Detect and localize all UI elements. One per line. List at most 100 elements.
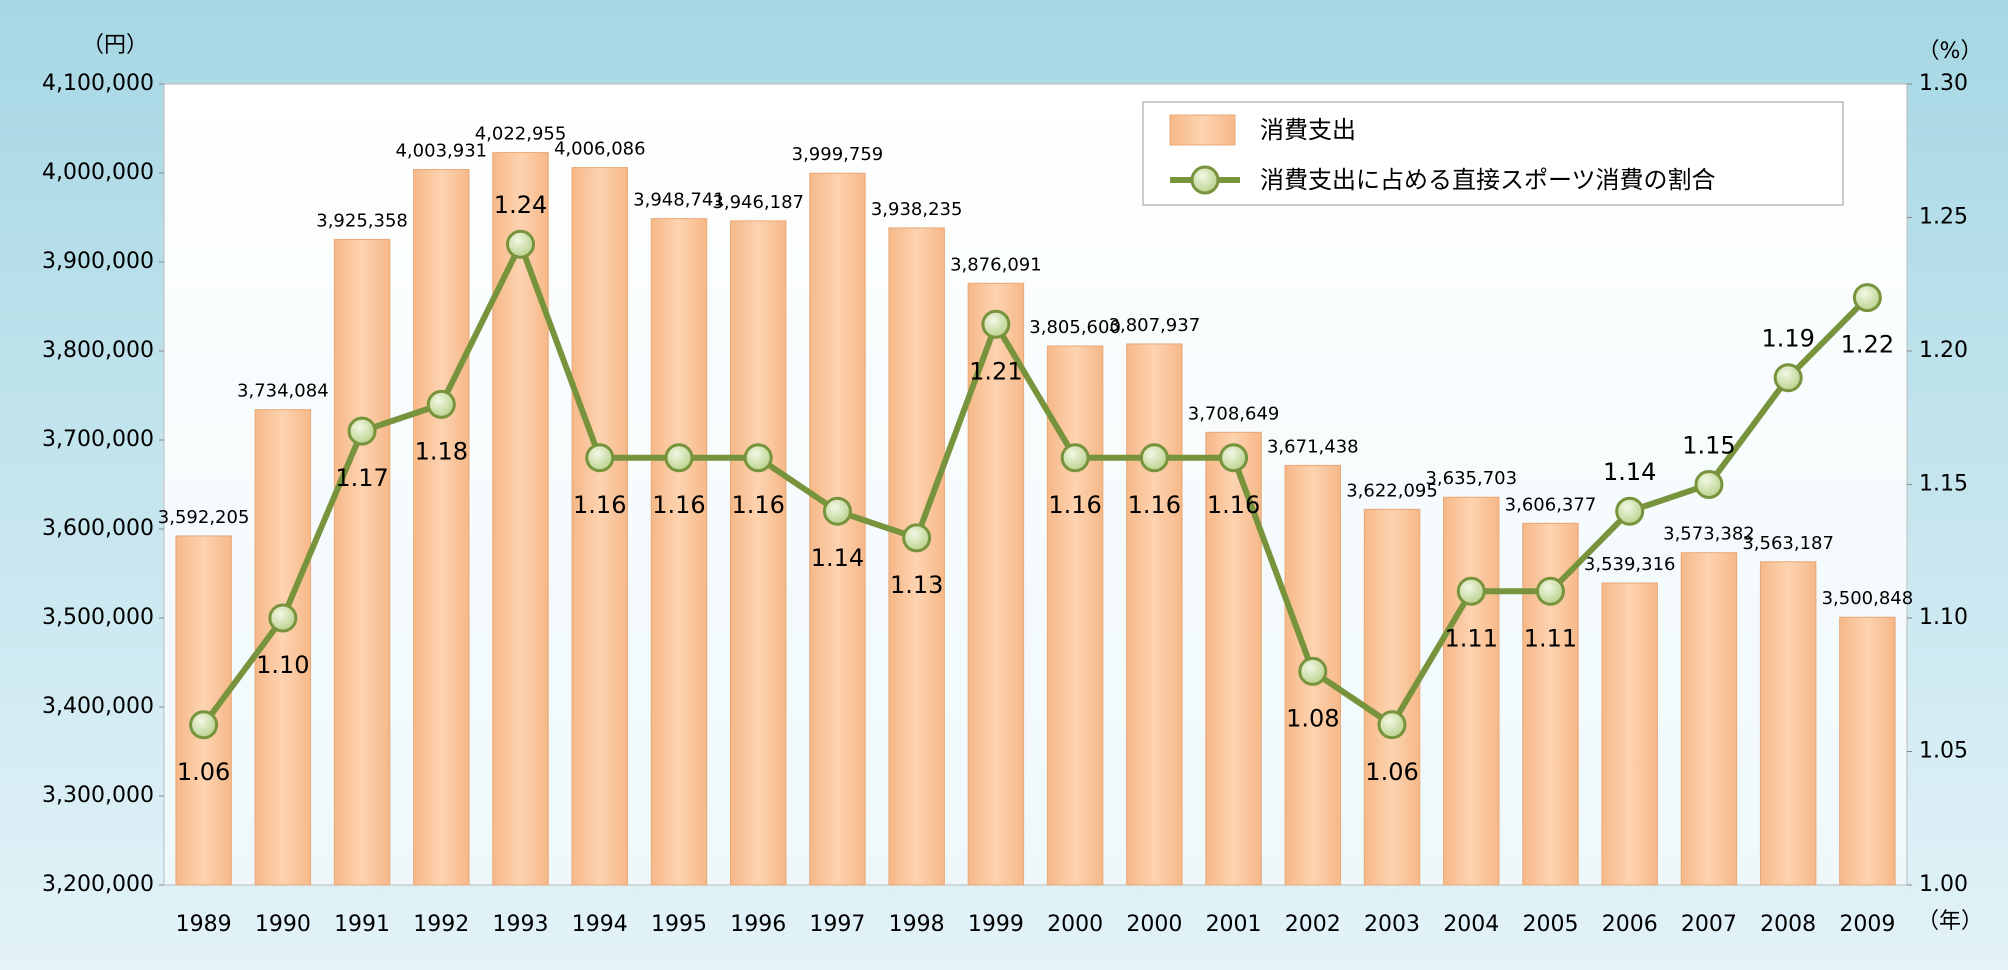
y2-tick-label: 1.00 — [1919, 872, 1968, 897]
bar-value-label: 3,606,377 — [1505, 494, 1597, 515]
line-value-label: 1.11 — [1445, 624, 1498, 652]
line-value-label: 1.18 — [415, 437, 468, 465]
bar-value-label: 3,708,649 — [1188, 403, 1280, 424]
y-tick-label: 3,400,000 — [42, 694, 154, 719]
line-value-label: 1.16 — [1207, 491, 1260, 519]
bar — [413, 169, 470, 886]
bar-value-label: 3,563,187 — [1742, 533, 1834, 554]
line-value-label: 1.21 — [969, 357, 1022, 385]
x-tick-label: 1996 — [730, 912, 786, 937]
bar — [1601, 582, 1658, 886]
line-value-label: 1.15 — [1682, 432, 1735, 460]
line-value-label: 1.16 — [731, 491, 784, 519]
line-marker — [1060, 443, 1090, 473]
bar-value-label: 3,946,187 — [712, 192, 804, 213]
legend-label: 消費支出に占める直接スポーツ消費の割合 — [1260, 166, 1716, 194]
y2-tick-label: 1.15 — [1919, 472, 1968, 497]
bar-value-label: 3,999,759 — [792, 144, 884, 165]
y2-tick-label: 1.25 — [1919, 205, 1968, 230]
line-marker — [743, 443, 773, 473]
line-value-label: 1.16 — [652, 491, 705, 519]
line-value-label: 1.14 — [1603, 458, 1656, 486]
x-tick-label: 1997 — [809, 912, 865, 937]
line-value-label: 1.13 — [890, 571, 943, 599]
x-tick-label: 2002 — [1285, 912, 1341, 937]
x-tick-label: 2003 — [1364, 912, 1420, 937]
bar — [333, 238, 391, 886]
bar-value-label: 3,938,235 — [871, 199, 963, 220]
bar — [1839, 616, 1896, 886]
x-tick-label: 2001 — [1206, 912, 1262, 937]
y2-tick-label: 1.05 — [1919, 739, 1968, 764]
x-tick-label: 1998 — [889, 912, 945, 937]
x-tick-label: 2006 — [1602, 912, 1658, 937]
bar — [571, 167, 628, 886]
line-value-label: 1.10 — [256, 651, 309, 679]
legend-label: 消費支出 — [1260, 116, 1356, 144]
x-tick-label: 2004 — [1443, 912, 1499, 937]
y-tick-label: 3,800,000 — [42, 338, 154, 363]
bar-value-label: 3,500,848 — [1822, 588, 1914, 609]
bar — [888, 227, 945, 886]
bar-value-label: 3,876,091 — [950, 254, 1042, 275]
bar — [1126, 343, 1183, 886]
bar-value-label: 3,635,703 — [1425, 468, 1517, 489]
bar-value-label: 3,622,095 — [1346, 480, 1438, 501]
bar-value-label: 3,925,358 — [316, 210, 408, 231]
line-value-label: 1.19 — [1761, 325, 1814, 353]
x-tick-label: 1989 — [176, 912, 232, 937]
line-marker — [664, 443, 694, 473]
bar-value-label: 3,539,316 — [1584, 554, 1676, 575]
y2-unit: （%） — [1918, 39, 1983, 64]
bar-value-label: 4,022,955 — [475, 124, 567, 145]
line-marker — [506, 229, 536, 259]
line-value-label: 1.16 — [1048, 491, 1101, 519]
bar — [809, 172, 866, 886]
line-value-label: 1.11 — [1524, 624, 1577, 652]
bar-value-label: 3,807,937 — [1109, 315, 1201, 336]
bar — [1759, 561, 1817, 886]
line-marker — [981, 309, 1011, 339]
x-tick-label: 1992 — [413, 912, 469, 937]
line-marker — [1219, 443, 1249, 473]
line-value-label: 1.06 — [1365, 758, 1418, 786]
x-tick-label: 2000 — [1126, 912, 1182, 937]
bar-value-label: 3,671,438 — [1267, 436, 1359, 457]
line-value-label: 1.22 — [1841, 331, 1894, 359]
line-value-label: 1.06 — [177, 758, 230, 786]
line-marker — [1139, 443, 1169, 473]
line-marker — [1773, 363, 1803, 393]
legend-swatch — [1169, 114, 1236, 146]
y-tick-label: 3,200,000 — [42, 872, 154, 897]
x-tick-label: 2007 — [1681, 912, 1737, 937]
y-tick-label: 3,500,000 — [42, 605, 154, 630]
y-unit: （円） — [82, 33, 148, 58]
line-marker — [1377, 710, 1407, 740]
x-tick-label: 1990 — [255, 912, 311, 937]
x-tick-label: 2005 — [1522, 912, 1578, 937]
legend — [1142, 101, 1844, 206]
x-tick-label: 1993 — [493, 912, 549, 937]
line-marker — [585, 443, 615, 473]
line-marker — [189, 710, 219, 740]
bar — [729, 220, 787, 886]
x-tick-label: 1999 — [968, 912, 1024, 937]
line-value-label: 1.16 — [1128, 491, 1181, 519]
x-tick-label: 2008 — [1760, 912, 1816, 937]
line-marker — [347, 416, 377, 446]
line-value-label: 1.16 — [573, 491, 626, 519]
y-tick-label: 4,000,000 — [42, 160, 154, 185]
line-marker — [1298, 656, 1328, 686]
x-tick-label: 1991 — [334, 912, 390, 937]
legend-swatch — [1190, 165, 1220, 195]
y2-tick-label: 1.20 — [1919, 338, 1968, 363]
line-marker — [1535, 576, 1565, 606]
y-tick-label: 3,300,000 — [42, 783, 154, 808]
y2-tick-label: 1.30 — [1919, 71, 1968, 96]
bar — [1046, 345, 1104, 886]
x-unit: （年） — [1917, 909, 1983, 934]
y-tick-label: 3,900,000 — [42, 249, 154, 274]
bar-value-label: 3,592,205 — [158, 507, 250, 528]
line-marker — [426, 389, 456, 419]
